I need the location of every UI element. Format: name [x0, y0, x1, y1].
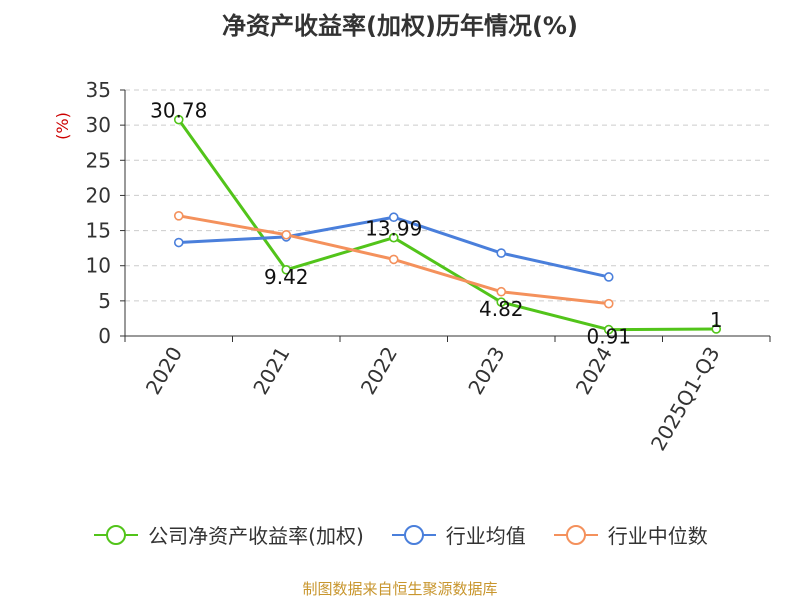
- y-tick-label: 0: [98, 324, 111, 348]
- data-point: [173, 114, 184, 125]
- data-label: 1: [710, 308, 723, 332]
- legend-line-marker-icon: [94, 524, 139, 545]
- data-point: [173, 211, 184, 221]
- chart-title: 净资产收益率(加权)历年情况(%): [222, 12, 578, 40]
- legend-label: 行业均值: [445, 524, 526, 548]
- data-label: 13.99: [365, 217, 422, 241]
- y-tick-label: 15: [86, 219, 111, 243]
- data-point: [281, 264, 292, 275]
- y-tick-label: 25: [86, 148, 111, 172]
- y-axis-label: (%): [53, 112, 72, 140]
- data-point: [496, 248, 507, 258]
- data-point: [603, 298, 614, 309]
- legend-item[interactable]: 公司净资产收益率(加权): [92, 520, 364, 549]
- series-line: [177, 118, 717, 332]
- x-tick-label: 2021: [248, 343, 294, 399]
- legend: 公司净资产收益率(加权) 行业均值 行业中位数: [0, 520, 800, 549]
- x-tick-label: 2022: [356, 343, 402, 399]
- legend-line-marker-icon: [553, 524, 598, 545]
- data-point: [496, 297, 507, 307]
- data-point: [496, 286, 507, 297]
- data-point: [603, 324, 614, 335]
- legend-line-marker-icon: [391, 524, 436, 545]
- axis-layer: 0 5 10 15 20 25 30 35 (%) 2020 2021 2022 2023 2024 202…: [53, 78, 771, 455]
- x-tick-label: 2024: [571, 343, 617, 399]
- y-tick-label: 10: [86, 254, 111, 278]
- data-label: 0.91: [586, 325, 631, 349]
- y-tick-label: 35: [86, 78, 111, 102]
- data-label: 9.42: [264, 265, 309, 289]
- data-label: 4.82: [479, 297, 524, 321]
- x-tick-label: 2023: [463, 343, 509, 399]
- y-tick-label: 20: [86, 183, 111, 207]
- data-point: [173, 237, 184, 248]
- y-tick-label: 5: [98, 289, 111, 313]
- legend-item[interactable]: 行业中位数: [552, 520, 708, 549]
- legend-label: 公司净资产收益率(加权): [148, 524, 364, 548]
- data-point: [281, 229, 292, 240]
- data-label: 30.78: [150, 99, 207, 123]
- data-label-layer: 30.78 9.42 13.99 4.82 0.91 1: [150, 99, 723, 349]
- data-point: [603, 272, 614, 282]
- x-tick-label: 2020: [141, 343, 187, 399]
- legend-label: 行业中位数: [607, 524, 708, 548]
- data-point: [711, 324, 722, 334]
- y-tick-label: 30: [86, 113, 111, 137]
- x-tick-label: 2025Q1-Q3: [646, 343, 725, 455]
- data-point: [388, 212, 399, 223]
- data-point: [388, 254, 399, 265]
- legend-item[interactable]: 行业均值: [390, 520, 526, 549]
- series-layer: [173, 114, 722, 335]
- source-note: 制图数据来自恒生聚源数据库: [302, 580, 498, 598]
- data-point: [388, 232, 399, 243]
